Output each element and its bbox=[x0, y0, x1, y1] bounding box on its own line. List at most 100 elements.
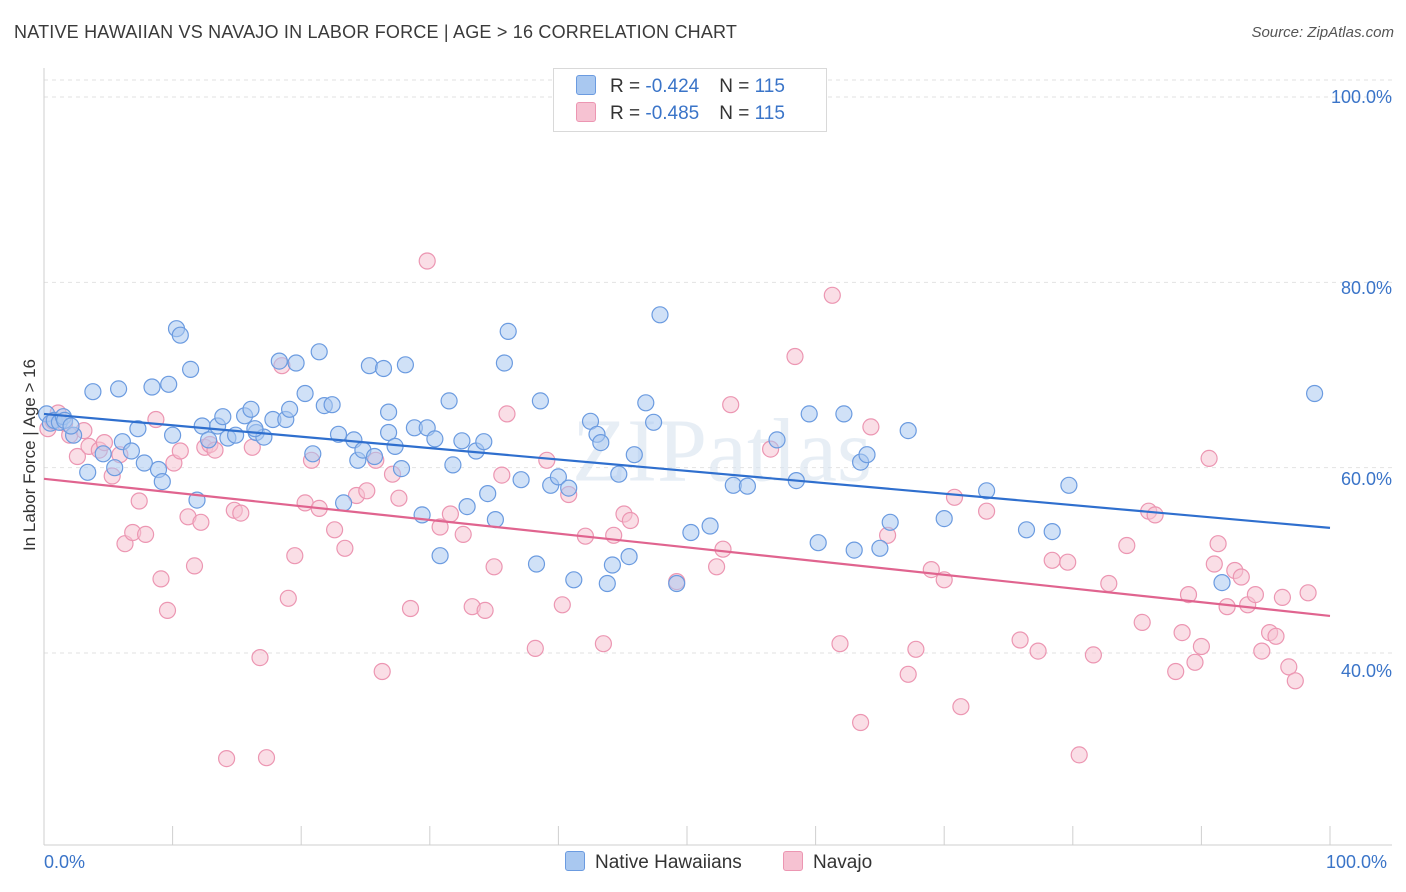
native-hawaiian-point bbox=[380, 423, 398, 442]
chart-title: NATIVE HAWAIIAN VS NAVAJO IN LABOR FORCE… bbox=[14, 22, 738, 42]
native-hawaiian-point bbox=[171, 326, 189, 344]
navajo-point bbox=[152, 570, 170, 588]
y-tick-label-100: 100.0% bbox=[1330, 87, 1392, 107]
native-hawaiian-point bbox=[270, 352, 288, 370]
native-hawaiian-point bbox=[458, 498, 476, 516]
legend-item-navajo: Navajo bbox=[783, 851, 872, 874]
native-hawaiian-point bbox=[453, 432, 471, 450]
x-tick-label-min: 0.0% bbox=[44, 852, 86, 872]
trend-line-native-hawaiians bbox=[43, 412, 1331, 529]
native-hawaiian-point bbox=[440, 392, 458, 410]
native-hawaiian-point bbox=[396, 356, 414, 374]
native-hawaiian-point bbox=[598, 574, 616, 593]
navajo-point bbox=[326, 521, 344, 539]
navajo-point bbox=[1209, 535, 1227, 553]
navajo-point bbox=[1200, 449, 1218, 467]
x-tick-label-max: 100.0% bbox=[1326, 852, 1388, 872]
chart-source: Source: ZipAtlas.com bbox=[1251, 24, 1394, 41]
navajo-point bbox=[851, 713, 870, 732]
navajo-point bbox=[862, 418, 880, 436]
native-hawaiian-point bbox=[160, 375, 178, 393]
navajo-point bbox=[476, 601, 494, 620]
navajo-point bbox=[722, 396, 740, 414]
native-hawaiian-point bbox=[182, 360, 200, 378]
navajo-point bbox=[279, 589, 297, 607]
native-hawaiian-point bbox=[426, 430, 444, 448]
r-value-hawaiian: -0.424 bbox=[645, 76, 700, 97]
native-hawaiian-point bbox=[512, 471, 530, 489]
native-hawaiian-point bbox=[444, 456, 462, 474]
r-label: R = bbox=[610, 103, 646, 124]
native-hawaiian-point bbox=[486, 510, 504, 529]
navajo-point bbox=[707, 558, 726, 576]
native-hawaiian-point bbox=[246, 420, 264, 438]
legend-label-navajo: Navajo bbox=[813, 852, 873, 873]
native-hawaiian-point bbox=[592, 434, 610, 452]
native-hawaiian-point bbox=[881, 513, 899, 531]
navajo-point bbox=[498, 405, 516, 423]
navajo-point bbox=[553, 596, 571, 614]
navajo-point bbox=[1173, 623, 1191, 642]
native-hawaiian-point bbox=[135, 454, 153, 472]
native-hawaiian-point bbox=[323, 396, 341, 414]
trend-lines bbox=[43, 412, 1331, 618]
navajo-point bbox=[1179, 585, 1198, 604]
navajo-point bbox=[431, 518, 449, 536]
native-hawaiian-point bbox=[214, 408, 232, 426]
navajo-point bbox=[1186, 653, 1204, 671]
navajo-point bbox=[485, 558, 503, 576]
navajo-point bbox=[1253, 642, 1271, 660]
navajo-point bbox=[390, 489, 408, 507]
navajo-point bbox=[1273, 588, 1292, 607]
navajo-point bbox=[401, 599, 420, 618]
navajo-point bbox=[1167, 662, 1185, 681]
native-hawaiian-point bbox=[1213, 573, 1231, 592]
native-hawaiian-point bbox=[1043, 522, 1061, 541]
navajo-point bbox=[823, 286, 841, 304]
native-hawaiian-point bbox=[835, 405, 853, 423]
navajo-point bbox=[899, 665, 917, 683]
stats-legend: R = -0.424 N = 115 R = -0.485 N = 115 bbox=[553, 68, 827, 132]
navajo-point bbox=[786, 347, 804, 366]
native-hawaiian-point bbox=[682, 523, 700, 542]
navajo-point bbox=[621, 511, 640, 530]
native-hawaiian-point bbox=[329, 425, 348, 443]
native-hawaiian-point bbox=[335, 494, 353, 512]
navajo-point bbox=[1232, 568, 1250, 586]
native-hawaiian-point bbox=[200, 431, 218, 449]
navajo-point bbox=[922, 560, 940, 579]
native-hawaiian-point bbox=[644, 413, 663, 431]
navajo-point bbox=[1246, 585, 1265, 604]
native-hawaiian-point bbox=[800, 405, 818, 423]
native-hawaiian-point bbox=[858, 446, 876, 464]
r-label: R = bbox=[610, 76, 646, 97]
watermark: ZIPatlas bbox=[572, 402, 872, 501]
legend-swatch-navajo bbox=[783, 851, 803, 871]
navajo-point bbox=[538, 451, 556, 469]
stats-legend-row-navajo: R = -0.485 N = 115 bbox=[576, 102, 785, 126]
navajo-point bbox=[454, 525, 472, 544]
navajo-point bbox=[336, 539, 354, 557]
trend-line-navajo bbox=[43, 477, 1331, 618]
navajo-point bbox=[192, 513, 210, 531]
native-hawaiian-point bbox=[143, 378, 161, 396]
navajo-point bbox=[1267, 627, 1285, 645]
native-hawaiian-point bbox=[281, 400, 299, 418]
native-hawaiian-point bbox=[380, 403, 398, 421]
navajo-point bbox=[1084, 646, 1103, 664]
native-hawaiian-point bbox=[374, 359, 393, 378]
native-hawaiian-point bbox=[365, 447, 384, 466]
navajo-point bbox=[1059, 553, 1077, 571]
native-hawaiian-point bbox=[122, 442, 140, 460]
navajo-point bbox=[1205, 555, 1223, 573]
navajo-point bbox=[493, 466, 511, 484]
navajo-point bbox=[418, 252, 436, 270]
native-hawaiian-point bbox=[495, 354, 513, 372]
native-hawaiian-point bbox=[701, 517, 719, 535]
navajo-point bbox=[441, 505, 459, 523]
native-hawaiian-point bbox=[549, 468, 568, 486]
legend-swatch-hawaiian bbox=[565, 851, 585, 871]
navajo-point bbox=[1011, 631, 1029, 649]
native-hawaiian-point bbox=[431, 547, 449, 565]
navajo-point bbox=[1146, 506, 1164, 524]
